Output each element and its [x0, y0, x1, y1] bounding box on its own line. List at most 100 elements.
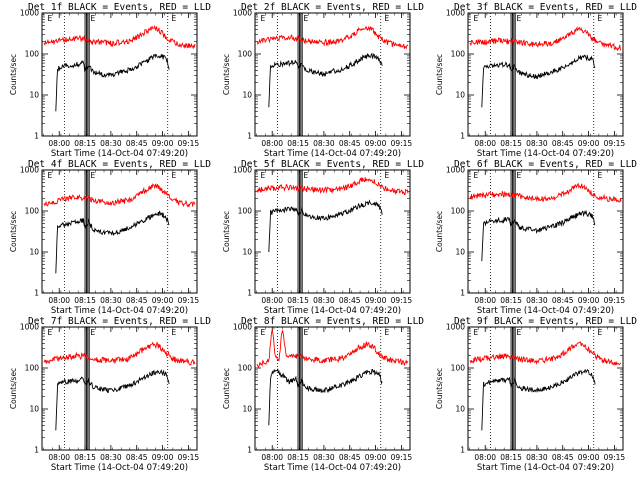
x-tick-label: 09:00: [578, 453, 600, 462]
panel-title: Det 2f BLACK = Events, RED = LLD: [241, 2, 424, 13]
y-tick-label: 10: [242, 405, 252, 414]
event-marker: E: [304, 328, 309, 337]
event-marker: E: [473, 328, 478, 337]
y-axis-label: Counts/sec: [435, 54, 444, 95]
x-tick-label: 09:00: [365, 453, 387, 462]
panel-det-1: Det 1f BLACK = Events, RED = LLD 1 10 100 10…: [9, 2, 211, 159]
event-marker: E: [171, 328, 176, 337]
y-tick-label: 1: [460, 446, 465, 455]
panel-det-9: Det 9f BLACK = Events, RED = LLD 1 10 100 10…: [435, 316, 637, 473]
x-tick-label: 08:00: [474, 453, 496, 462]
x-tick-label: 09:00: [365, 139, 387, 148]
x-tick-label: 08:45: [339, 139, 361, 148]
event-marker: E: [517, 328, 522, 337]
panel-title: Det 7f BLACK = Events, RED = LLD: [28, 316, 211, 327]
x-tick-label: 09:15: [178, 139, 200, 148]
y-axis-label: Counts/sec: [222, 54, 231, 95]
x-tick-label: 09:00: [152, 453, 174, 462]
x-tick-label: 08:15: [500, 453, 522, 462]
x-tick-label: 08:00: [48, 453, 70, 462]
events-rate-line: [55, 369, 170, 431]
y-tick-label: 1: [34, 132, 39, 141]
event-marker: E: [384, 328, 389, 337]
y-tick-label: 1000: [233, 323, 252, 332]
event-marker: E: [597, 171, 602, 180]
panel-det-5: Det 5f BLACK = Events, RED = LLD 1 10 100 10…: [222, 159, 424, 316]
x-tick-label: 08:30: [313, 296, 335, 305]
x-axis-label: Start Time (14-Oct-04 07:49:20): [264, 306, 401, 316]
plot-frame: [467, 169, 624, 294]
y-tick-label: 1: [247, 446, 252, 455]
x-tick-label: 09:15: [391, 453, 413, 462]
x-axis-label: Start Time (14-Oct-04 07:49:20): [264, 149, 401, 159]
event-marker: E: [260, 171, 265, 180]
event-marker: E: [517, 171, 522, 180]
x-tick-label: 08:30: [100, 296, 122, 305]
event-marker: E: [473, 14, 478, 23]
x-tick-label: 08:00: [261, 139, 283, 148]
event-marker: E: [91, 14, 96, 23]
lld-rate-line: [469, 182, 622, 203]
event-marker: E: [304, 14, 309, 23]
panel-title: Det 5f BLACK = Events, RED = LLD: [241, 159, 424, 170]
x-tick-label: 08:15: [74, 139, 96, 148]
y-tick-label: 1000: [446, 166, 465, 175]
y-axis-label: Counts/sec: [435, 368, 444, 409]
event-marker: E: [260, 14, 265, 23]
panel-det-6: Det 6f BLACK = Events, RED = LLD 1 10 100 10…: [435, 159, 637, 316]
y-axis-label: Counts/sec: [435, 211, 444, 252]
x-axis-label: Start Time (14-Oct-04 07:49:20): [477, 463, 614, 473]
y-tick-label: 1: [247, 289, 252, 298]
x-axis-label: Start Time (14-Oct-04 07:49:20): [51, 306, 188, 316]
plot-frame: [254, 326, 411, 451]
plot-frame: [254, 169, 411, 294]
x-tick-label: 08:15: [500, 296, 522, 305]
y-tick-label: 1: [34, 289, 39, 298]
event-marker: E: [47, 328, 52, 337]
y-tick-label: 100: [25, 364, 40, 373]
y-tick-label: 1000: [20, 9, 39, 18]
event-marker: E: [91, 171, 96, 180]
events-rate-line: [481, 369, 596, 431]
y-axis-label: Counts/sec: [9, 211, 18, 252]
x-tick-label: 09:00: [152, 139, 174, 148]
x-tick-label: 08:45: [126, 453, 148, 462]
event-marker: E: [517, 14, 522, 23]
y-tick-label: 1000: [233, 9, 252, 18]
y-tick-label: 1000: [20, 323, 39, 332]
x-tick-label: 08:15: [287, 139, 309, 148]
panel-det-4: Det 4f BLACK = Events, RED = LLD 1 10 100 10…: [9, 159, 211, 316]
plot-frame: [467, 326, 624, 451]
x-tick-label: 08:30: [526, 139, 548, 148]
y-axis-label: Counts/sec: [9, 54, 18, 95]
x-tick-label: 08:45: [552, 139, 574, 148]
event-marker: E: [171, 14, 176, 23]
y-axis-label: Counts/sec: [222, 368, 231, 409]
panel-title: Det 9f BLACK = Events, RED = LLD: [454, 316, 637, 327]
x-tick-label: 08:45: [552, 453, 574, 462]
event-marker: E: [597, 328, 602, 337]
events-rate-line: [481, 209, 596, 262]
y-tick-label: 1000: [20, 166, 39, 175]
plot-frame: [254, 12, 411, 137]
events-rate-line: [268, 52, 383, 108]
lld-rate-line: [43, 341, 196, 366]
panel-det-8: Det 8f BLACK = Events, RED = LLD 1 10 100 10…: [222, 316, 424, 473]
plot-frame: [41, 326, 198, 451]
y-tick-label: 1: [460, 289, 465, 298]
x-tick-label: 08:30: [526, 296, 548, 305]
panel-title: Det 4f BLACK = Events, RED = LLD: [28, 159, 211, 170]
x-tick-label: 09:15: [391, 296, 413, 305]
x-tick-label: 09:00: [578, 296, 600, 305]
plot-frame: [41, 169, 198, 294]
events-rate-line: [268, 368, 383, 426]
y-tick-label: 1000: [446, 323, 465, 332]
x-tick-label: 08:00: [261, 296, 283, 305]
panel-title: Det 6f BLACK = Events, RED = LLD: [454, 159, 637, 170]
x-tick-label: 09:00: [578, 139, 600, 148]
y-tick-label: 10: [455, 248, 465, 257]
y-tick-label: 10: [242, 248, 252, 257]
y-axis-label: Counts/sec: [222, 211, 231, 252]
x-axis-label: Start Time (14-Oct-04 07:49:20): [477, 306, 614, 316]
y-tick-label: 1: [460, 132, 465, 141]
